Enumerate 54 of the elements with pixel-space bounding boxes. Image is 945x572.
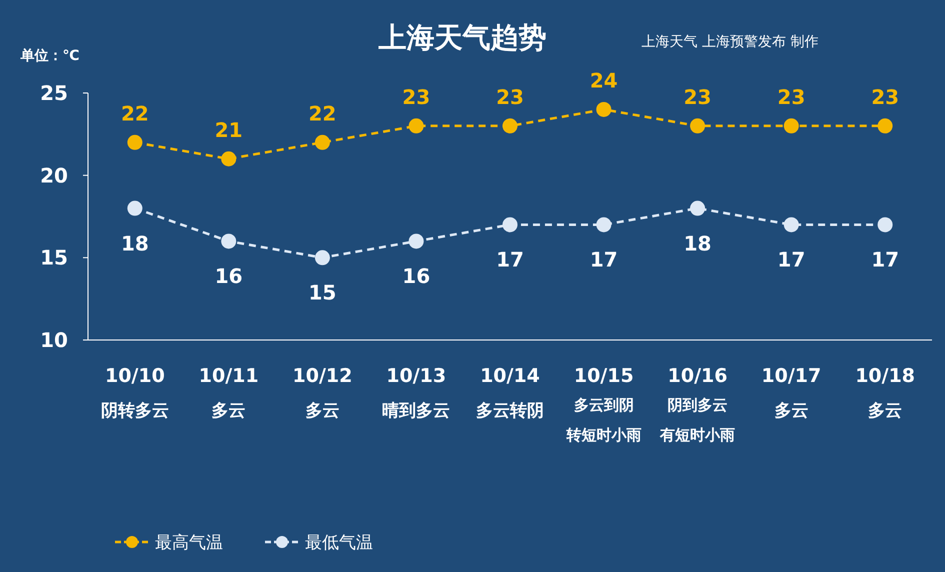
data-label: 22	[120, 101, 149, 126]
data-label: 23	[684, 84, 712, 109]
x-tick-label: 10/14 多云转阴	[476, 365, 544, 421]
data-label: 15	[308, 280, 336, 305]
y-tick-label: 25	[40, 81, 68, 105]
data-label: 21	[214, 118, 243, 142]
data-label: 22	[308, 101, 336, 126]
point	[314, 134, 330, 150]
x-tick-label: 10/11 多云	[198, 365, 259, 421]
data-label: 23	[871, 84, 900, 109]
legend-label: 最高气温	[155, 533, 223, 553]
data-label: 17	[496, 248, 524, 272]
point	[127, 134, 142, 150]
x-tick-label: 10/16 阴到多云有短时小雨	[659, 365, 736, 444]
point	[784, 217, 799, 232]
data-label: 17	[777, 248, 806, 272]
x-tick-label: 10/12 多云	[292, 365, 352, 421]
x-tick-label: 10/18 多云	[855, 365, 916, 421]
y-axis-title: 单位：℃	[20, 48, 80, 64]
data-label: 18	[120, 231, 149, 256]
y-tick-label: 10	[40, 328, 68, 352]
chart-title: 上海天气趋势	[378, 21, 546, 54]
point	[878, 118, 893, 134]
data-label: 16	[402, 264, 430, 288]
point	[408, 118, 424, 134]
data-label: 24	[590, 68, 618, 92]
x-tick-label: 10/13 晴到多云	[382, 365, 450, 421]
point	[596, 102, 612, 117]
point	[127, 200, 142, 216]
point	[878, 217, 893, 232]
point	[690, 118, 706, 134]
text: 上海天气 上海预警发布 制作	[642, 34, 818, 50]
data-label: 23	[402, 84, 430, 109]
data-label: 17	[590, 248, 618, 272]
point	[690, 200, 706, 216]
data-label: 16	[214, 264, 243, 288]
point	[502, 118, 518, 134]
point	[502, 217, 518, 232]
y-tick-label: 20	[40, 163, 68, 188]
data-label: 18	[684, 231, 712, 256]
x-tick-label: 10/10 阴转多云	[100, 365, 169, 421]
point	[408, 234, 424, 249]
point	[221, 151, 236, 166]
point	[596, 217, 612, 232]
data-label: 23	[496, 84, 524, 109]
y-tick-label: 15	[40, 246, 68, 270]
x-tick-label: 10/15 多云到阴转短时小雨	[565, 365, 642, 444]
point	[314, 250, 330, 266]
legend-label: 最低气温	[305, 533, 373, 553]
point	[221, 234, 236, 249]
data-label: 23	[777, 84, 806, 109]
data-label: 17	[871, 248, 900, 272]
point	[784, 118, 799, 134]
x-tick-label: 10/17 多云	[761, 365, 822, 421]
